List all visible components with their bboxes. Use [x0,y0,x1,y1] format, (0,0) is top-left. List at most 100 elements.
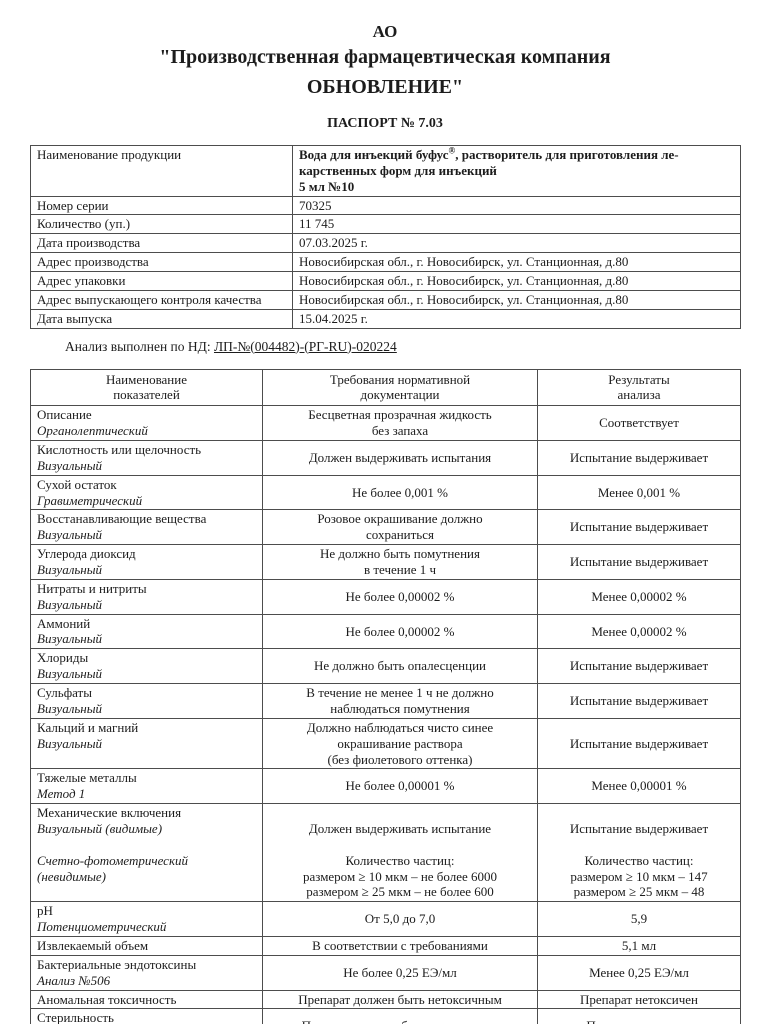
table-row: СтерильностьМетод мембранной фильтрации П… [30,1008,741,1024]
cell-line: Извлекаемый объем [37,937,149,953]
requirement-cell: Должен выдерживать испытания [262,440,538,476]
cell-line: В течение не менее 1 ч не должно [306,685,494,701]
cell-line: Описание [37,407,92,423]
cell-line: размером ≥ 25 мкм – не более 600 [306,884,494,900]
table-row: Тяжелые металлы Метод 1 Не более 0,00001 %… [30,768,741,805]
info-label: Адрес упаковки [30,271,293,291]
cell-line: Визуальный [37,457,103,473]
table-row: Нитраты и нитриты Визуальный Не более 0,00… [30,578,741,615]
cell-line: Наименование [106,371,187,387]
indicator-name-cell: Аммоний Визуальный [30,613,263,650]
info-value: 70325 [292,195,741,216]
cell-line: Испытание выдерживает [569,735,709,751]
indicator-name-cell: Кислотность или щелочность Визуальный [30,440,263,476]
cell-line: Испытание выдерживает [569,692,709,708]
result-cell: Испытание выдерживает [537,683,741,719]
requirement-cell: Бесцветная прозрачная жидкость без запаха [262,405,538,442]
requirement-cell: Не более 0,00001 % [262,768,538,805]
result-cell: Препарат нетоксичен [537,989,741,1010]
info-row: Дата производства 07.03.2025 г. [30,233,741,254]
info-row-product: Наименование продукции Вода для инъекций… [30,145,741,197]
requirement-cell: Препарат должен быть нетоксичным [262,989,538,1010]
info-row: Номер серии 70325 [30,195,741,216]
cell-line: pH [37,903,53,919]
cell-line: Препарат нетоксичен [580,991,698,1007]
result-cell: Менее 0,00001 % [537,768,741,805]
info-row: Адрес производства Новосибирская обл., г.… [30,252,741,273]
cell-line: наблюдаться помутнения [330,700,470,716]
cell-line: Кислотность или щелочность [37,442,202,458]
info-row: Адрес упаковки Новосибирская обл., г. Нов… [30,271,741,291]
cell-line: Требования нормативной [329,371,471,387]
table-row: Механические включения Визуальный (видимы… [30,803,741,903]
cell-line: Не более 0,00001 % [345,778,455,794]
requirement-cell: Не должно быть опалесценции [262,648,538,685]
indicator-name-cell: Кальций и магний Визуальный [30,717,263,770]
cell-line: сохраниться [366,527,434,543]
cell-line: Количество частиц: [584,852,694,868]
cell-line: Визуальный (видимые) [37,820,163,836]
table-row: Описание Органолептический Бесцветная проз… [30,405,741,442]
info-label: Адрес производства [30,252,293,273]
product-name-line2: карственных форм для инъекций [299,162,497,178]
cell-line: Сухой остаток [37,476,117,492]
cell-line: 5,1 мл [621,937,657,953]
cell-line: От 5,0 до 7,0 [364,911,436,927]
result-cell: Менее 0,25 ЕЭ/мл [537,954,741,991]
cell-line: Аномальная токсичность [37,991,177,1007]
cell-line: Менее 0,00002 % [591,623,687,639]
cell-line: Не более 0,001 % [352,484,448,500]
cell-line: Испытание выдерживает [569,554,709,570]
indicator-name-cell: СтерильностьМетод мембранной фильтрации [30,1008,263,1024]
cell-line: Бесцветная прозрачная жидкость [308,407,492,423]
cell-line: Менее 0,25 ЕЭ/мл [589,964,689,980]
requirement-cell: Препарат должен быть стерильным [262,1008,538,1024]
cell-line [269,805,531,821]
cell-line: Менее 0,00002 % [591,588,687,604]
indicator-name-cell: Извлекаемый объем [30,935,263,956]
cell-line: Визуальный [37,562,103,578]
info-value: Новосибирская обл., г. Новосибирск, ул. … [292,252,741,273]
cell-line: Испытание выдерживает [569,658,709,674]
requirement-cell: Не более 0,00002 % [262,613,538,650]
table-row: Аномальная токсичность Препарат должен бы… [30,989,741,1010]
column-header: Наименование показателей [30,368,263,407]
product-dose-pack: 5 мл №10 [299,178,355,194]
cell-line: Тяжелые металлы [37,770,137,786]
registered-trademark-icon: ® [448,145,456,156]
cell-line: Механические включения [37,805,182,821]
cell-line: Визуальный [37,527,103,543]
cell-line: Кальций и магний [37,719,139,735]
cell-line: Не должно быть опалесценции [314,658,486,674]
org-name-line2: ОБНОВЛЕНИЕ" [306,76,464,98]
table-row: Извлекаемый объем В соответствии с требов… [30,935,741,956]
cell-line: Визуальный [37,596,103,612]
passport-title: ПАСПОРТ № 7.03 [327,116,443,131]
cell-line: Не должно быть помутнения [320,546,480,562]
requirement-cell: Не более 0,001 % [262,474,538,511]
result-cell: Испытание выдерживает [537,717,741,770]
org-type: АО [372,22,398,41]
cell-line [544,805,734,821]
result-cell: Менее 0,001 % [537,474,741,511]
analysis-note-prefix: Анализ выполнен по НД: [65,338,214,354]
info-label: Дата производства [30,233,293,254]
cell-line: Восстанавливающие вещества [37,511,207,527]
cell-line: Испытание выдерживает [569,449,709,465]
requirement-cell: Должно наблюдаться чисто синее окрашивани… [262,717,538,770]
cell-line: Потенциометрический [37,919,167,935]
cell-line: Должен выдерживать испытания [308,449,492,465]
result-cell: Менее 0,00002 % [537,613,741,650]
cell-line [544,837,734,853]
cell-line: Розовое окрашивание должно [317,511,483,527]
table-row: Сульфаты Визуальный В течение не менее 1 ч… [30,683,741,719]
indicator-name-cell: Аномальная токсичность [30,989,263,1010]
cell-line: в течение 1 ч [363,562,437,578]
result-cell: Испытание выдерживает [537,509,741,546]
result-cell: Испытание выдерживает Количество частиц:… [537,803,741,903]
cell-line: Счетно-фотометрический (невидимые) [37,852,189,884]
result-cell: Соответствует [537,405,741,442]
indicator-name-cell: Тяжелые металлы Метод 1 [30,768,263,805]
cell-line: (без фиолетового оттенка) [327,751,473,767]
cell-line: Хлориды [37,650,89,666]
